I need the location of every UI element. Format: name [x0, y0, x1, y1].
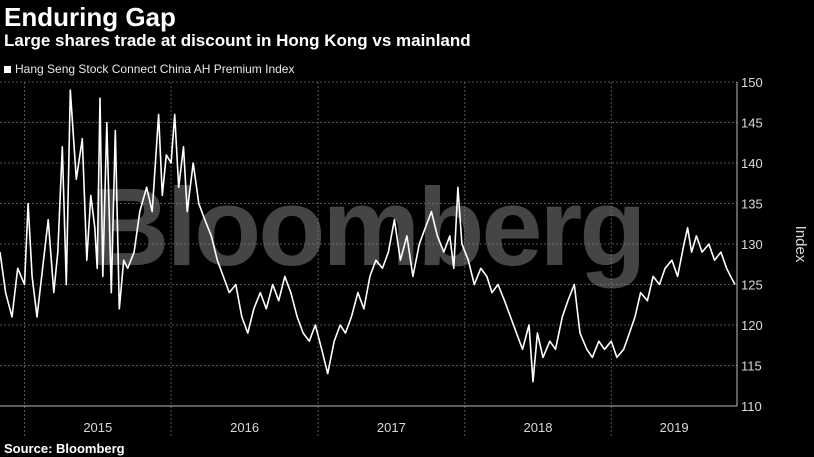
y-tick-labels: 110 115 120 125 130 135 140 145 150	[741, 75, 763, 414]
y-tick-label: 110	[741, 399, 762, 414]
y-tick-label: 135	[741, 197, 763, 212]
y-tick-label: 150	[741, 75, 763, 90]
bloomberg-watermark: Bloomberg	[90, 166, 644, 289]
chart-title: Enduring Gap	[4, 2, 176, 32]
legend-label: Hang Seng Stock Connect China AH Premium…	[15, 62, 295, 76]
y-tick-label: 125	[741, 278, 763, 293]
legend-swatch	[4, 65, 11, 73]
x-tick-label: 2016	[230, 420, 259, 435]
legend: Hang Seng Stock Connect China AH Premium…	[4, 62, 294, 76]
y-tick-label: 130	[741, 237, 763, 252]
y-tick-label: 115	[741, 359, 762, 374]
axes	[0, 82, 738, 407]
x-tick-labels: 2015 2016 2017 2018 2019	[83, 420, 688, 435]
y-tick-label: 140	[741, 156, 763, 171]
y-axis-title: Index	[792, 226, 809, 263]
series-line-ah-premium	[0, 89, 736, 383]
x-tick-label: 2018	[524, 420, 553, 435]
x-tick-label: 2017	[377, 420, 406, 435]
chart-subtitle: Large shares trade at discount in Hong K…	[4, 31, 471, 50]
series-layer	[0, 89, 736, 383]
source-note: Source: Bloomberg	[4, 441, 125, 456]
y-tick-label: 145	[741, 116, 763, 131]
x-tick-label: 2019	[660, 420, 689, 435]
y-tick-label: 120	[741, 318, 763, 333]
x-tick-label: 2015	[83, 420, 112, 435]
